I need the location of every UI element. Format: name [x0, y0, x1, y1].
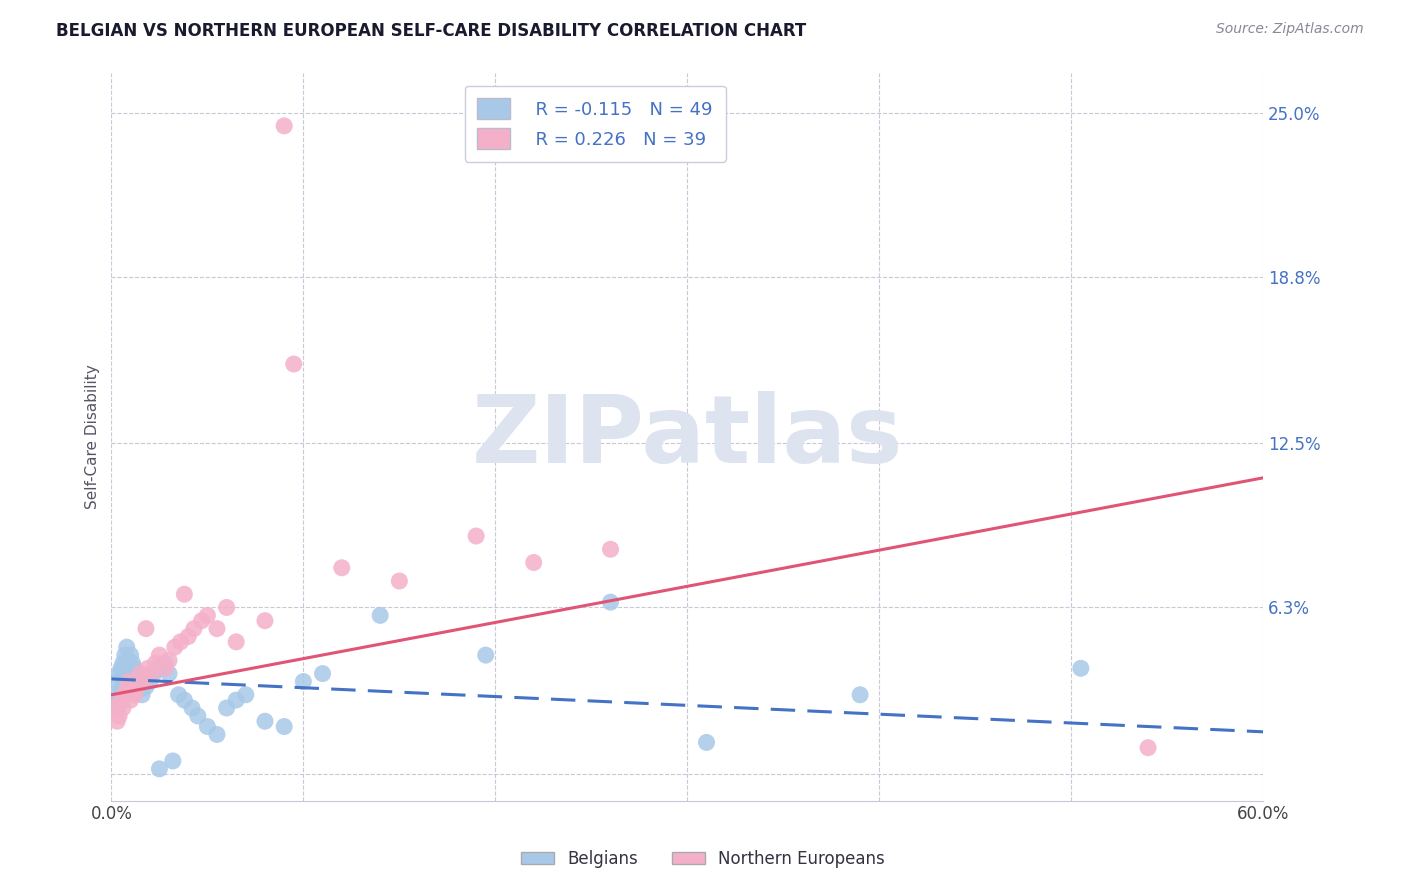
Point — [205, 727, 228, 741]
Point — [292, 674, 315, 689]
Point — [141, 666, 163, 681]
Point — [145, 656, 167, 670]
Point — [142, 666, 165, 681]
Point — [599, 595, 621, 609]
Point — [1070, 661, 1092, 675]
Point — [190, 614, 212, 628]
Point — [197, 608, 219, 623]
Point — [131, 688, 153, 702]
Point — [125, 666, 148, 681]
Point — [104, 688, 127, 702]
Point — [135, 680, 157, 694]
Point — [120, 666, 142, 681]
Text: Source: ZipAtlas.com: Source: ZipAtlas.com — [1216, 22, 1364, 37]
Point — [474, 648, 496, 662]
Point — [205, 622, 228, 636]
Point — [124, 661, 146, 675]
Point — [120, 648, 142, 662]
Point — [105, 674, 128, 689]
Point — [108, 709, 131, 723]
Y-axis label: Self-Care Disability: Self-Care Disability — [86, 365, 100, 509]
Point — [153, 656, 176, 670]
Point — [169, 635, 191, 649]
Point — [523, 556, 546, 570]
Point — [114, 648, 136, 662]
Point — [181, 701, 204, 715]
Point — [225, 693, 247, 707]
Point — [132, 674, 155, 689]
Text: ZIPatlas: ZIPatlas — [471, 391, 903, 483]
Point — [153, 661, 176, 675]
Point — [136, 661, 159, 675]
Point — [135, 622, 157, 636]
Point — [173, 693, 195, 707]
Point — [273, 719, 295, 733]
Point — [129, 666, 152, 681]
Point — [215, 600, 238, 615]
Point — [148, 762, 170, 776]
Point — [127, 674, 149, 689]
Point — [111, 674, 134, 689]
Point — [114, 666, 136, 681]
Point — [114, 688, 136, 702]
Point — [111, 656, 134, 670]
Point — [311, 666, 333, 681]
Point — [273, 119, 295, 133]
Point — [115, 682, 138, 697]
Point — [183, 622, 205, 636]
Point — [110, 682, 132, 697]
Point — [115, 640, 138, 655]
Point — [368, 608, 391, 623]
Point — [110, 693, 132, 707]
Point — [225, 635, 247, 649]
Point — [1137, 740, 1160, 755]
Point — [108, 693, 131, 707]
Legend:   R = -0.115   N = 49,   R = 0.226   N = 39: R = -0.115 N = 49, R = 0.226 N = 39 — [465, 86, 725, 161]
Point — [111, 701, 134, 715]
Point — [177, 630, 200, 644]
Point — [118, 674, 141, 689]
Point — [108, 666, 131, 681]
Legend: Belgians, Northern Europeans: Belgians, Northern Europeans — [515, 844, 891, 875]
Text: BELGIAN VS NORTHERN EUROPEAN SELF-CARE DISABILITY CORRELATION CHART: BELGIAN VS NORTHERN EUROPEAN SELF-CARE D… — [56, 22, 807, 40]
Point — [110, 661, 132, 675]
Point — [283, 357, 305, 371]
Point — [120, 693, 142, 707]
Point — [235, 688, 257, 702]
Point — [129, 682, 152, 697]
Point — [157, 653, 180, 667]
Point — [173, 587, 195, 601]
Point — [167, 688, 190, 702]
Point — [157, 666, 180, 681]
Point — [849, 688, 872, 702]
Point — [121, 656, 143, 670]
Point — [215, 701, 238, 715]
Point — [125, 682, 148, 697]
Point — [115, 661, 138, 675]
Point — [599, 542, 621, 557]
Point — [105, 714, 128, 729]
Point — [124, 688, 146, 702]
Point — [388, 574, 411, 588]
Point — [104, 701, 127, 715]
Point — [330, 561, 353, 575]
Point — [253, 714, 276, 729]
Point — [187, 709, 209, 723]
Point — [105, 701, 128, 715]
Point — [695, 735, 717, 749]
Point — [197, 719, 219, 733]
Point — [139, 674, 162, 689]
Point — [253, 614, 276, 628]
Point — [148, 661, 170, 675]
Point — [465, 529, 488, 543]
Point — [162, 754, 184, 768]
Point — [148, 648, 170, 662]
Point — [118, 653, 141, 667]
Point — [163, 640, 186, 655]
